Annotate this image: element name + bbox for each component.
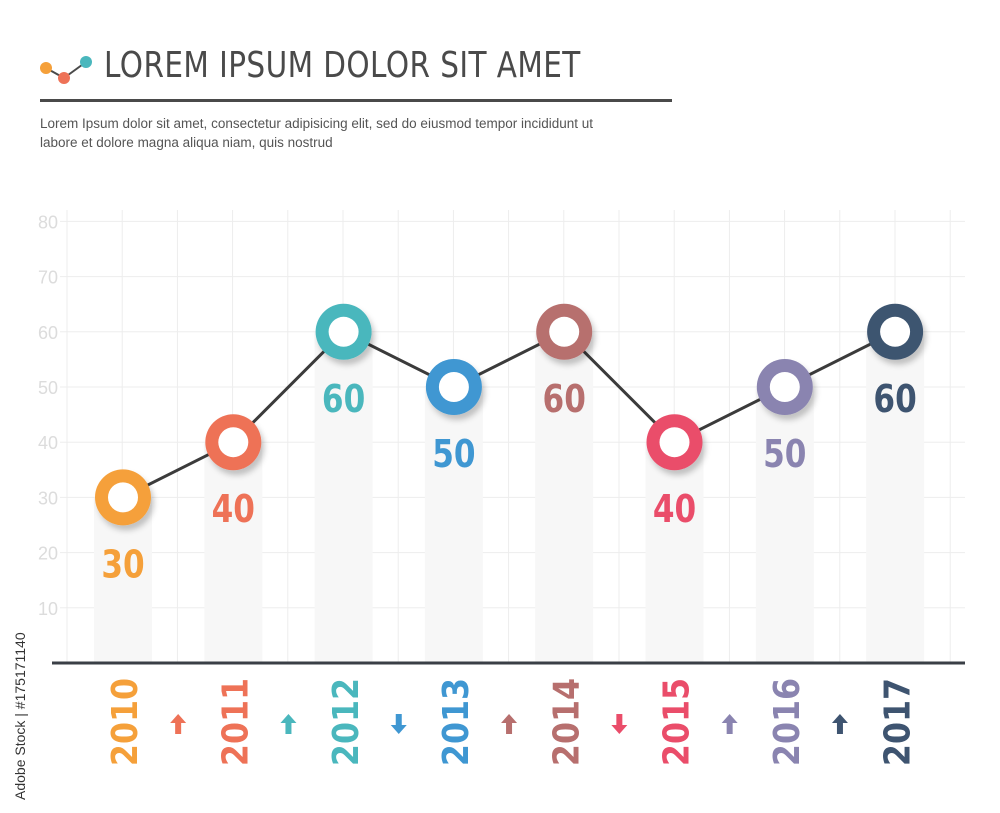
data-value-label: 40 [653, 488, 696, 532]
y-tick-label: 20 [38, 544, 58, 564]
value-column [314, 331, 373, 663]
y-tick-label: 10 [38, 599, 58, 619]
stock-watermark: Adobe Stock | #175171140 [12, 632, 28, 800]
data-value-label: 30 [101, 543, 144, 587]
value-column [535, 331, 594, 663]
x-tick-label: 2012 [325, 678, 366, 766]
y-tick-label: 30 [38, 488, 58, 508]
value-column [645, 442, 704, 663]
arrow-up-icon [280, 714, 297, 734]
data-value-label: 40 [212, 488, 255, 532]
arrow-up-icon [721, 714, 738, 734]
value-column [424, 387, 483, 663]
x-tick-label: 2017 [876, 678, 917, 766]
data-value-label: 60 [322, 378, 365, 422]
y-tick-label: 80 [38, 212, 58, 232]
data-value-label: 50 [432, 433, 475, 477]
data-value-label: 60 [543, 378, 586, 422]
x-tick-label: 2016 [766, 678, 807, 766]
value-column [755, 387, 814, 663]
data-point-center [659, 427, 690, 458]
data-point-center [769, 372, 800, 402]
arrow-down-icon [611, 714, 628, 734]
value-column [866, 331, 925, 663]
arrow-up-icon [831, 714, 848, 734]
title-divider [40, 99, 672, 102]
data-point-center [218, 427, 249, 458]
arrow-up-icon [501, 714, 518, 734]
data-point-center [880, 316, 911, 347]
page-subtitle: Lorem Ipsum dolor sit amet, consectetur … [40, 116, 594, 150]
data-point-center [549, 316, 580, 347]
value-column [204, 442, 263, 663]
y-tick-label: 70 [38, 268, 58, 288]
data-point-center [438, 372, 469, 402]
y-tick-label: 40 [38, 433, 58, 453]
x-tick-label: 2014 [545, 678, 586, 766]
x-tick-label: 2013 [435, 678, 476, 766]
y-tick-label: 50 [38, 378, 58, 398]
data-point-center [328, 316, 359, 347]
arrow-down-icon [390, 714, 407, 734]
page-title: LOREM IPSUM DOLOR SIT AMET [104, 45, 581, 86]
y-tick-label: 60 [38, 323, 58, 343]
line-chart-icon [40, 56, 92, 84]
data-value-label: 60 [873, 378, 916, 422]
x-tick-label: 2015 [656, 678, 697, 766]
x-tick-label: 2010 [104, 678, 145, 766]
data-point-center [108, 482, 138, 513]
x-tick-label: 2011 [215, 678, 256, 766]
arrow-up-icon [170, 714, 187, 734]
data-value-label: 50 [763, 433, 806, 477]
